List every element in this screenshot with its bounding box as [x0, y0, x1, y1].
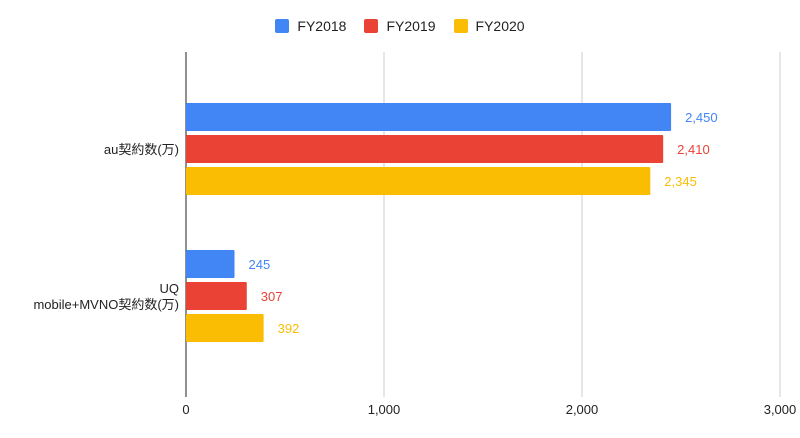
data-label: 2,450 [685, 110, 718, 125]
x-tick-label: 2,000 [566, 402, 599, 417]
legend: FY2018 FY2019 FY2020 [0, 18, 800, 34]
bar-fy2018 [186, 250, 235, 278]
data-label: 2,345 [664, 174, 697, 189]
bar-fy2020 [186, 167, 651, 195]
bar-fy2020 [186, 314, 264, 342]
bar-fy2019 [186, 282, 247, 310]
legend-swatch [453, 19, 468, 33]
data-label: 2,410 [677, 142, 710, 157]
category-label: mobile+MVNO契約数(万) [33, 297, 179, 312]
bar-fy2019 [186, 135, 664, 163]
legend-label: FY2019 [386, 18, 436, 34]
legend-swatch [364, 19, 379, 33]
data-label: 392 [278, 321, 300, 336]
category-label: au契約数(万) [104, 142, 179, 157]
legend-label: FY2018 [297, 18, 347, 34]
legend-label: FY2020 [475, 18, 525, 34]
category-label: UQ [160, 281, 180, 296]
legend-swatch [275, 19, 290, 33]
data-label: 307 [261, 289, 283, 304]
legend-item[interactable]: FY2019 [364, 18, 436, 34]
x-tick-label: 0 [182, 402, 189, 417]
legend-item[interactable]: FY2018 [275, 18, 346, 34]
x-tick-label: 3,000 [764, 402, 797, 417]
bar-fy2018 [186, 103, 672, 131]
data-label: 245 [249, 257, 271, 272]
x-tick-label: 1,000 [368, 402, 401, 417]
legend-item[interactable]: FY2020 [453, 18, 525, 34]
